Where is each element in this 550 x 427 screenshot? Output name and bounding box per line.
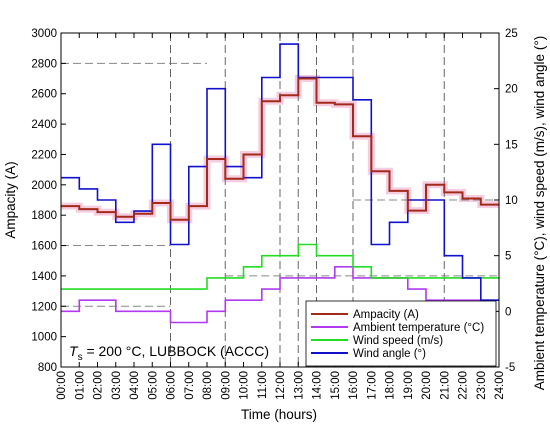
x-tick-label-20: 20:00 bbox=[421, 371, 433, 400]
legend: Ampacity (A) Ambient temperature (°C) Wi… bbox=[305, 300, 497, 367]
y-left-tick-label-6: 2000 bbox=[31, 180, 57, 192]
series-line-ambient bbox=[61, 266, 499, 324]
legend-box bbox=[305, 300, 497, 367]
y-left-tick-label-8: 2400 bbox=[31, 119, 57, 131]
x-tick-label-17: 17:00 bbox=[366, 371, 378, 400]
x-tick-label-5: 05:00 bbox=[147, 371, 159, 400]
y-left-tick-label-10: 2800 bbox=[31, 58, 57, 70]
y-right-tick-label-1: 0 bbox=[505, 306, 511, 318]
x-tick-label-0: 00:00 bbox=[56, 371, 68, 400]
y-axis-left-label: Ampacity (A) bbox=[3, 161, 18, 238]
x-tick-label-11: 11:00 bbox=[257, 371, 269, 399]
x-tick-label-8: 08:00 bbox=[202, 371, 214, 400]
y-left-tick-label-11: 3000 bbox=[31, 28, 57, 40]
x-axis-label: Time (hours) bbox=[241, 407, 317, 422]
x-tick-label-23: 23:00 bbox=[476, 371, 488, 400]
y-right-tick-label-2: 5 bbox=[505, 251, 511, 263]
x-tick-label-1: 01:00 bbox=[74, 371, 86, 400]
x-tick-label-16: 16:00 bbox=[348, 371, 360, 400]
x-tick-label-6: 06:00 bbox=[166, 371, 178, 400]
y-right-tick-label-3: 10 bbox=[505, 195, 518, 207]
y-right-tick-label-5: 20 bbox=[505, 84, 518, 96]
x-tick-label-12: 12:00 bbox=[275, 371, 287, 400]
x-tick-label-10: 10:00 bbox=[239, 371, 251, 400]
y-axis-right-label: Ambient temperature (°C), wind speed (m/… bbox=[532, 36, 547, 390]
x-tick-label-2: 02:00 bbox=[93, 371, 105, 400]
y-left-tick-label-5: 1800 bbox=[31, 210, 57, 222]
x-tick-label-9: 09:00 bbox=[220, 371, 232, 400]
x-tick-label-22: 22:00 bbox=[458, 371, 470, 400]
x-tick-label-13: 13:00 bbox=[293, 371, 305, 400]
y-right-tick-label-0: -5 bbox=[505, 362, 515, 374]
y-right-tick-label-6: 25 bbox=[505, 28, 518, 40]
x-tick-label-3: 03:00 bbox=[111, 371, 123, 400]
y-left-tick-label-1: 1000 bbox=[31, 332, 57, 344]
y-right-tick-label-4: 15 bbox=[505, 139, 518, 151]
y-left-tick-label-4: 1600 bbox=[31, 241, 57, 253]
x-tick-label-4: 04:00 bbox=[129, 371, 141, 400]
series-line-wind-speed bbox=[61, 243, 499, 290]
x-tick-label-21: 21:00 bbox=[439, 371, 451, 400]
y-left-tick-label-7: 2200 bbox=[31, 149, 57, 161]
series-line-ampacity bbox=[61, 77, 499, 221]
x-tick-label-14: 14:00 bbox=[312, 371, 324, 400]
legend-label-wind-speed: Wind speed (m/s) bbox=[353, 335, 443, 347]
y-left-tick-label-0: 800 bbox=[38, 362, 57, 374]
x-tick-label-19: 19:00 bbox=[403, 371, 415, 400]
legend-label-ampacity: Ampacity (A) bbox=[353, 309, 419, 321]
y-left-tick-label-3: 1400 bbox=[31, 271, 57, 283]
series-line-wind-angle bbox=[61, 43, 499, 301]
x-tick-label-7: 07:00 bbox=[184, 371, 196, 400]
x-tick-label-24: 24:00 bbox=[494, 371, 506, 400]
y-left-tick-label-9: 2600 bbox=[31, 89, 57, 101]
legend-label-ambient: Ambient temperature (°C) bbox=[353, 322, 484, 334]
y-left-tick-label-2: 1200 bbox=[31, 301, 57, 313]
x-tick-label-15: 15:00 bbox=[330, 371, 342, 400]
conditions-annotation: Ts = 200 °C, LUBBOCK (ACCC) bbox=[69, 343, 269, 363]
x-tick-label-18: 18:00 bbox=[385, 371, 397, 400]
legend-label-wind-angle: Wind angle (°) bbox=[353, 348, 426, 360]
